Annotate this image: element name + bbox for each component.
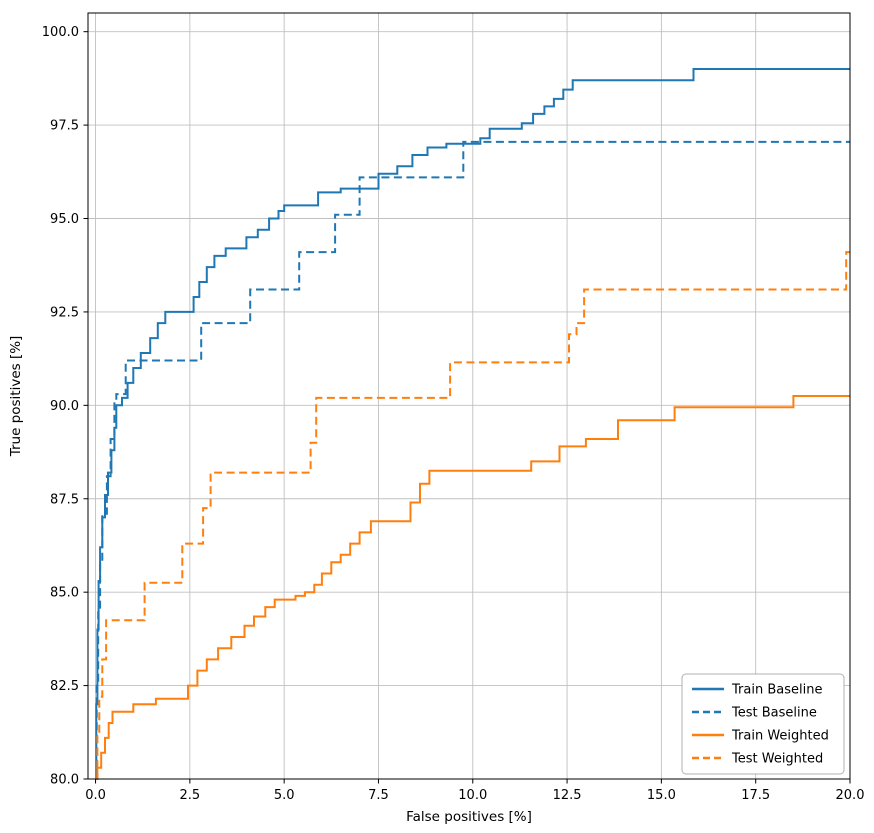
y-axis-label: True positives [%] bbox=[8, 336, 24, 458]
axis-tick-labels: 0.0 2.5 5.0 7.5 10.0 12.5 15.0 17.5 20.0 80.0 82.5… bbox=[42, 25, 865, 803]
x-tick-label: 17.5 bbox=[741, 788, 770, 803]
axis-ticks bbox=[83, 31, 851, 784]
x-tick-label: 5.0 bbox=[274, 788, 295, 803]
y-tick-label: 85.0 bbox=[50, 586, 79, 601]
legend-item-test-weighted: Test Weighted bbox=[692, 752, 823, 767]
x-tick-label: 2.5 bbox=[180, 788, 201, 803]
x-axis-label: False positives [%] bbox=[406, 809, 532, 825]
series-test-baseline bbox=[95, 140, 850, 780]
y-tick-label: 100.0 bbox=[42, 25, 79, 40]
legend-item-test-baseline: Test Baseline bbox=[692, 706, 817, 721]
legend-item-label: Test Baseline bbox=[731, 706, 817, 721]
series-test-weighted bbox=[95, 251, 850, 780]
y-tick-label: 82.5 bbox=[50, 679, 79, 694]
y-tick-label: 95.0 bbox=[50, 212, 79, 227]
legend: Train Baseline Test Baseline Train Weighte… bbox=[681, 673, 845, 775]
series-group bbox=[95, 68, 850, 780]
legend-item-label: Train Weighted bbox=[731, 729, 829, 744]
x-tick-label: 7.5 bbox=[368, 788, 389, 803]
x-tick-label: 0.0 bbox=[85, 788, 106, 803]
y-tick-label: 92.5 bbox=[50, 305, 79, 320]
plot-border bbox=[87, 12, 851, 780]
x-tick-label: 10.0 bbox=[458, 788, 487, 803]
grid-lines bbox=[88, 13, 851, 780]
x-tick-label: 20.0 bbox=[836, 788, 865, 803]
y-tick-label: 90.0 bbox=[50, 399, 79, 414]
y-tick-label: 97.5 bbox=[50, 119, 79, 134]
y-tick-label: 87.5 bbox=[50, 492, 79, 507]
legend-item-label: Train Baseline bbox=[731, 683, 822, 698]
series-train-baseline bbox=[95, 68, 850, 780]
legend-box bbox=[681, 673, 845, 775]
legend-item-label: Test Weighted bbox=[731, 752, 823, 767]
series-train-weighted bbox=[95, 395, 850, 780]
legend-item-train-weighted: Train Weighted bbox=[692, 729, 829, 744]
legend-item-train-baseline: Train Baseline bbox=[692, 683, 822, 698]
x-tick-label: 12.5 bbox=[553, 788, 582, 803]
x-tick-label: 15.0 bbox=[647, 788, 676, 803]
y-tick-label: 80.0 bbox=[50, 773, 79, 788]
axes-spines bbox=[87, 12, 851, 780]
